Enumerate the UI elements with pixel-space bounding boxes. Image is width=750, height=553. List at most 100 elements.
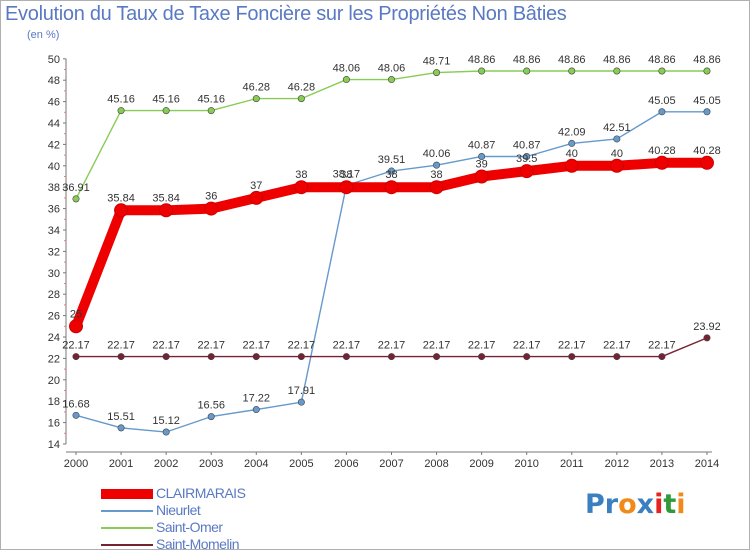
data-label-clairmarais: 40 [611, 148, 623, 160]
data-label-nieurlet: 42.09 [558, 126, 586, 138]
data-point-saint-momelin [478, 353, 486, 361]
data-label-saint-momelin: 22.17 [603, 340, 631, 352]
data-point-clairmarais [114, 203, 129, 218]
data-label-saint-momelin: 22.17 [558, 340, 586, 352]
data-label-clairmarais: 39.5 [516, 153, 537, 165]
x-tick-label: 2004 [244, 458, 268, 470]
data-point-nieurlet [162, 428, 170, 436]
data-label-saint-omer: 46.28 [243, 82, 271, 94]
y-tick-label: 32 [48, 246, 60, 258]
data-point-nieurlet [613, 135, 621, 143]
data-label-nieurlet: 38.17 [333, 168, 361, 180]
x-tick-label: 2007 [379, 458, 403, 470]
x-tick-label: 2009 [469, 458, 493, 470]
data-label-saint-omer: 48.71 [423, 56, 451, 68]
data-point-nieurlet [433, 161, 441, 169]
data-point-saint-omer [252, 95, 260, 103]
x-tick-label: 2005 [289, 458, 313, 470]
y-tick-label: 50 [48, 54, 60, 66]
data-label-clairmarais: 36 [205, 191, 217, 203]
y-tick-label: 16 [48, 418, 60, 430]
data-point-clairmarais [474, 169, 489, 184]
data-point-saint-momelin [433, 353, 441, 361]
data-label-clairmarais: 25 [70, 308, 82, 320]
data-label-clairmarais: 40.28 [648, 145, 676, 157]
data-label-saint-momelin: 22.17 [243, 340, 271, 352]
logo-part: i [654, 489, 664, 520]
y-tick-label: 38 [48, 182, 60, 194]
legend-swatch-saint-omer [101, 527, 153, 529]
y-tick-label: 14 [48, 439, 60, 451]
legend-swatch-saint-momelin [101, 544, 153, 546]
data-point-saint-omer [162, 107, 170, 115]
data-point-saint-momelin [72, 353, 80, 361]
y-tick-label: 36 [48, 204, 60, 216]
proxiti-logo: Proxiti [585, 489, 686, 520]
logo-part: i [676, 489, 686, 520]
data-point-saint-omer [72, 195, 80, 203]
data-label-nieurlet: 45.05 [648, 95, 676, 107]
data-label-saint-omer: 48.86 [693, 54, 721, 66]
data-label-clairmarais: 40 [566, 148, 578, 160]
data-point-clairmarais [384, 180, 399, 195]
data-point-saint-omer [297, 95, 305, 103]
y-tick-label: 48 [48, 75, 60, 87]
data-point-nieurlet [478, 152, 486, 160]
chart-axes: 14 16 18 20 22 24 26 28 30 32 34 36 38 40 42 44 46 48 50 20… [48, 54, 719, 470]
data-label-saint-momelin: 22.17 [288, 340, 316, 352]
data-label-clairmarais: 38 [340, 169, 352, 181]
data-label-saint-omer: 48.86 [558, 54, 586, 66]
data-label-nieurlet: 40.06 [423, 148, 451, 160]
data-label-saint-omer: 48.86 [603, 54, 631, 66]
data-point-saint-momelin [703, 334, 711, 342]
data-point-nieurlet [207, 413, 215, 421]
data-point-saint-omer [207, 107, 215, 115]
y-tick-label: 34 [48, 225, 60, 237]
data-point-saint-momelin [613, 353, 621, 361]
data-point-clairmarais [339, 180, 354, 195]
data-point-nieurlet [523, 152, 531, 160]
data-point-clairmarais [249, 190, 264, 205]
legend-label-saint-momelin: Saint-Momelin [156, 536, 239, 552]
data-label-nieurlet: 17.22 [243, 393, 271, 405]
y-tick-label: 44 [48, 118, 60, 130]
chart-title: Evolution du Taux de Taxe Foncière sur l… [5, 3, 567, 25]
data-label-nieurlet: 45.05 [693, 95, 721, 107]
data-label-saint-momelin: 22.17 [468, 340, 496, 352]
x-tick-label: 2014 [695, 458, 719, 470]
y-tick-label: 20 [48, 375, 60, 387]
data-label-nieurlet: 16.68 [62, 398, 90, 410]
data-point-clairmarais [429, 180, 444, 195]
data-label-clairmarais: 35.84 [107, 192, 135, 204]
data-label-saint-momelin: 22.17 [378, 340, 406, 352]
data-label-saint-omer: 48.86 [513, 54, 541, 66]
x-tick-label: 2010 [514, 458, 538, 470]
data-point-saint-momelin [568, 353, 576, 361]
x-tick-label: 2008 [424, 458, 448, 470]
data-label-saint-momelin: 22.17 [152, 340, 180, 352]
data-label-saint-momelin: 22.17 [107, 340, 135, 352]
data-point-saint-omer [568, 67, 576, 75]
data-label-saint-momelin: 23.92 [693, 321, 721, 333]
data-point-clairmarais [654, 155, 669, 170]
legend-swatch-clairmarais [101, 489, 153, 499]
data-label-nieurlet: 42.51 [603, 122, 631, 134]
data-point-saint-momelin [342, 353, 350, 361]
data-point-saint-momelin [162, 353, 170, 361]
data-point-saint-omer [703, 67, 711, 75]
data-point-nieurlet [117, 424, 125, 432]
y-tick-label: 30 [48, 268, 60, 280]
data-point-nieurlet [252, 406, 260, 414]
data-point-saint-omer [523, 67, 531, 75]
x-tick-label: 2002 [154, 458, 178, 470]
data-label-saint-momelin: 22.17 [423, 340, 451, 352]
y-tick-label: 26 [48, 311, 60, 323]
legend-label-clairmarais: CLAIRMARAIS [156, 485, 246, 501]
x-tick-label: 2012 [605, 458, 629, 470]
data-label-saint-omer: 48.86 [648, 54, 676, 66]
data-point-clairmarais [159, 203, 174, 218]
data-point-nieurlet [297, 398, 305, 406]
legend-label-saint-omer: Saint-Omer [156, 519, 223, 535]
